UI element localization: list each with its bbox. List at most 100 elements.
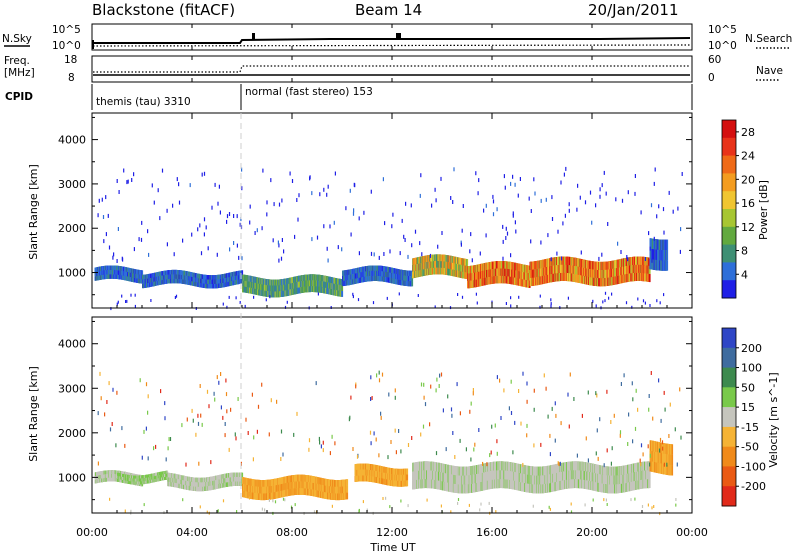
power-colorbar-tick-label: 4	[741, 268, 748, 281]
power-scatter-cell	[150, 299, 152, 302]
power-scatter-cell	[417, 294, 419, 297]
power-scatter-cell	[502, 239, 504, 244]
freq-unit-label: [MHz]	[4, 67, 35, 79]
power-scatter-cell	[141, 220, 143, 225]
power-scatter-cell	[309, 175, 311, 180]
power-scatter-cell	[286, 300, 288, 304]
power-scatter-cell	[398, 292, 400, 296]
nave-tick-bottom: 0	[708, 72, 715, 84]
power-scatter-cell	[563, 172, 565, 177]
power-scatter-cell	[668, 190, 670, 195]
power-scatter-cell	[595, 304, 597, 308]
power-scatter-cell	[617, 241, 619, 246]
power-scatter-cell	[140, 237, 143, 242]
power-scatter-cell	[421, 252, 423, 257]
radar-title: Blackstone (fitACF)	[92, 1, 235, 19]
power-scatter-cell	[567, 296, 569, 300]
power-scatter-cell	[383, 252, 385, 256]
power-scatter-cell	[298, 193, 300, 198]
power-scatter-cell	[218, 184, 220, 189]
nsky-spike	[396, 33, 401, 39]
power-scatter-cell	[550, 302, 552, 306]
power-scatter-cell	[291, 179, 294, 183]
power-colorbar-label: Power [dB]	[757, 180, 770, 240]
power-scatter-cell	[226, 219, 228, 224]
power-scatter-cell	[233, 241, 235, 245]
power-y-axis-label: Slant Range [km]	[27, 164, 40, 260]
power-scatter-cell	[540, 240, 542, 245]
power-scatter-cell	[656, 214, 658, 219]
power-scatter-cell	[323, 224, 325, 229]
power-scatter-cell	[370, 251, 373, 256]
power-scatter-cell	[217, 201, 219, 206]
power-scatter-cell	[666, 239, 669, 250]
power-scatter-cell	[503, 174, 505, 179]
cpid-label: CPID	[5, 91, 33, 103]
power-scatter-cell	[551, 217, 554, 221]
power-scatter-cell	[278, 243, 280, 248]
power-scatter-cell	[228, 295, 230, 299]
power-scatter-cell	[401, 218, 403, 223]
power-scatter-cell	[620, 250, 622, 254]
power-scatter-cell	[648, 231, 650, 236]
power-scatter-cell	[281, 238, 283, 242]
power-scatter-cell	[534, 191, 536, 196]
power-scatter-cell	[277, 240, 279, 245]
power-scatter-cell	[226, 214, 229, 219]
power-y-tick-label: 3000	[58, 178, 86, 191]
power-scatter-cell	[98, 198, 100, 203]
power-scatter-cell	[372, 301, 375, 305]
power-scatter-cell	[407, 254, 409, 259]
power-scatter-cell	[441, 231, 443, 235]
power-scatter-cell	[126, 180, 128, 185]
power-scatter-cell	[123, 168, 125, 173]
power-colorbar-swatch	[722, 226, 736, 246]
power-scatter-cell	[642, 299, 645, 303]
power-scatter-cell	[595, 203, 597, 208]
power-scatter-cell	[562, 221, 564, 226]
power-scatter-cell	[649, 304, 651, 307]
power-scatter-cell	[615, 197, 617, 202]
power-scatter-cell	[519, 177, 521, 181]
power-scatter-cell	[435, 198, 437, 203]
power-scatter-cell	[434, 305, 436, 309]
power-scatter-cell	[666, 250, 669, 261]
power-scatter-cell	[492, 194, 494, 199]
power-scatter-cell	[510, 304, 512, 308]
power-scatter-cell	[281, 198, 283, 203]
power-colorbar-tick-label: 8	[741, 245, 748, 258]
power-colorbar-tick-label: 16	[741, 197, 755, 210]
power-scatter-cell	[679, 249, 681, 254]
power-scatter-cell	[134, 304, 136, 308]
power-scatter-cell	[621, 198, 624, 203]
power-scatter-cell	[350, 232, 352, 237]
power-scatter-cell	[174, 296, 176, 299]
power-scatter-cell	[568, 208, 570, 213]
power-scatter-cell	[411, 275, 414, 282]
power-scatter-cell	[550, 298, 552, 302]
power-scatter-cell	[452, 200, 454, 204]
power-scatter-cell	[475, 292, 477, 296]
power-scatter-cell	[266, 212, 268, 217]
power-scatter-cell	[166, 242, 168, 247]
power-scatter-cell	[317, 292, 319, 296]
power-scatter-cell	[334, 171, 336, 176]
power-colorbar-frame	[721, 119, 737, 299]
nsky-spike	[92, 40, 94, 49]
power-scatter-cell	[492, 212, 495, 217]
cpid-mode-2: normal (fast stereo) 153	[245, 86, 373, 98]
power-scatter-cell	[479, 251, 481, 256]
nsearch-tick-top: 10^5	[708, 24, 737, 36]
power-colorbar-swatch	[722, 155, 736, 174]
power-scatter-cell	[138, 237, 140, 242]
power-scatter-cell	[327, 258, 329, 263]
power-scatter-cell	[677, 206, 679, 211]
power-scatter-cell	[560, 256, 563, 261]
velocity-scatter-cell	[166, 470, 169, 474]
power-scatter-cell	[249, 220, 251, 225]
power-scatter-cell	[131, 178, 133, 182]
nave-label: Nave	[756, 65, 783, 77]
power-scatter-cell	[504, 185, 506, 190]
power-scatter-cell	[133, 247, 135, 252]
